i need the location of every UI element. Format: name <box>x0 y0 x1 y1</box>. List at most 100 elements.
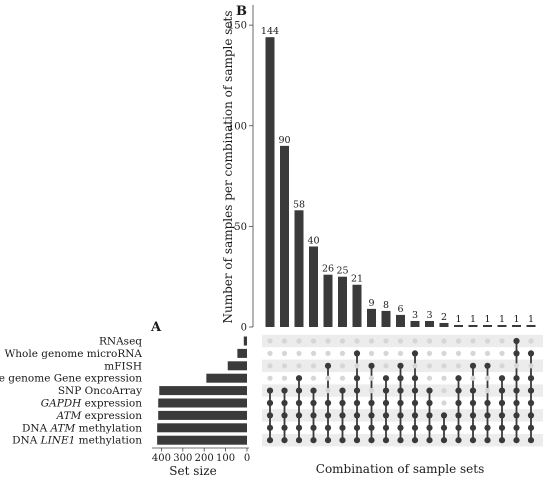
matrix-dot-on <box>310 399 317 407</box>
matrix-dot-on <box>527 375 535 382</box>
matrix-dot-on <box>353 437 361 444</box>
matrix-dot-off <box>484 350 491 356</box>
matrix-dot-off <box>397 338 404 344</box>
matrix-dot-on <box>469 437 477 444</box>
matrix-dot-on <box>469 412 477 419</box>
intersection-value-label: 144 <box>261 26 279 37</box>
matrix-dot-on <box>513 412 520 419</box>
matrix-dot-on <box>426 424 433 431</box>
matrix-dot-on <box>527 387 535 394</box>
set-axis-tick-label: 100 <box>216 453 235 464</box>
intersection-value-label: 8 <box>383 300 389 311</box>
matrix-dot-off <box>484 375 491 381</box>
set-size-bar <box>158 410 247 420</box>
matrix-dot-off <box>441 400 447 406</box>
matrix-dot-off <box>325 338 331 344</box>
matrix-dot-on <box>411 399 419 407</box>
matrix-dot-on <box>353 424 361 431</box>
matrix-dot-on <box>266 412 274 419</box>
matrix-dot-on <box>455 399 462 407</box>
matrix-dot-on <box>411 437 419 444</box>
matrix-dot-on <box>440 412 448 419</box>
intersection-axis-title: Number of samples per combination of sam… <box>221 10 235 323</box>
matrix-dot-on <box>310 437 317 444</box>
intersection-bar <box>352 284 362 327</box>
matrix-dot-on <box>397 399 404 407</box>
matrix-dot-on <box>513 350 520 357</box>
intersection-bar <box>265 37 275 327</box>
intersection-value-label: 9 <box>368 298 374 309</box>
intersection-value-label: 1 <box>499 314 505 325</box>
intersection-bar <box>497 324 507 327</box>
matrix-dot-on <box>426 399 433 407</box>
matrix-dot-off <box>484 388 491 394</box>
matrix-dot-on <box>339 437 346 444</box>
combination-axis-title: Combination of sample sets <box>316 462 484 476</box>
set-label: GAPDH expression <box>41 398 143 410</box>
matrix-dot-on <box>281 424 288 431</box>
matrix-dot-on <box>513 437 520 444</box>
matrix-dot-on <box>411 412 419 419</box>
set-label: DNA LINE1 methylation <box>12 435 142 447</box>
matrix-dot-on <box>295 387 303 394</box>
matrix-dot-off <box>528 338 534 344</box>
intersection-bar <box>468 324 478 327</box>
matrix-dot-on <box>324 362 332 369</box>
matrix-dot-off <box>397 350 404 356</box>
matrix-dot-off <box>296 363 302 369</box>
set-axis-tick-label: 0 <box>244 453 250 464</box>
matrix-dot-off <box>441 350 447 356</box>
intersection-value-label: 1 <box>513 314 519 325</box>
intersection-value-label: 2 <box>441 312 447 323</box>
intersection-value-label: 25 <box>336 266 348 277</box>
matrix-dot-on <box>527 424 535 431</box>
matrix-dot-on <box>411 350 419 357</box>
matrix-dot-on <box>397 362 404 369</box>
matrix-dot-off <box>383 350 389 356</box>
matrix-dot-on <box>281 437 288 444</box>
matrix-dot-off <box>267 338 273 344</box>
matrix-dot-off <box>339 350 346 356</box>
matrix-dot-on <box>368 437 375 444</box>
matrix-dot-on <box>469 387 477 394</box>
matrix-dot-on <box>513 375 520 382</box>
intersection-bars <box>265 37 536 327</box>
matrix-dot-off <box>441 375 447 381</box>
matrix-dot-on <box>498 424 506 431</box>
matrix-dot-off <box>310 350 317 356</box>
matrix-dot-off <box>470 338 476 344</box>
set-label: DNA ATM methylation <box>22 422 142 434</box>
matrix-dot-off <box>310 375 317 381</box>
matrix-dot-on <box>368 412 375 419</box>
matrix-dot-on <box>469 362 477 369</box>
matrix-dot-on <box>455 437 462 444</box>
matrix-dot-on <box>324 437 332 444</box>
matrix-dot-off <box>310 363 317 369</box>
matrix-dot-on <box>513 424 520 431</box>
matrix-dot-off <box>426 338 433 344</box>
matrix-dot-on <box>310 387 317 394</box>
matrix-dot-on <box>310 412 317 419</box>
matrix-dot-on <box>498 387 506 394</box>
matrix-dot-on <box>353 350 361 357</box>
matrix-dot-off <box>354 363 360 369</box>
matrix-dot-on <box>295 375 303 382</box>
intersection-bar <box>280 145 289 327</box>
matrix-dot-off <box>368 338 375 344</box>
intersection-value-label: 3 <box>426 310 432 321</box>
matrix-dot-on <box>353 387 361 394</box>
matrix-dot-on <box>324 399 332 407</box>
intersection-bar <box>526 324 536 327</box>
matrix-dot-off <box>441 388 447 394</box>
set-size-bar <box>227 361 247 371</box>
matrix-dot-off <box>281 338 288 344</box>
matrix-dot-off <box>484 338 491 344</box>
matrix-dot-on <box>455 412 462 419</box>
matrix-dot-on <box>295 424 303 431</box>
intersection-bar <box>425 320 434 327</box>
matrix-dot-on <box>469 424 477 431</box>
matrix-dot-off <box>281 375 288 381</box>
matrix-dot-off <box>325 375 331 381</box>
matrix-dot-off <box>339 338 346 344</box>
